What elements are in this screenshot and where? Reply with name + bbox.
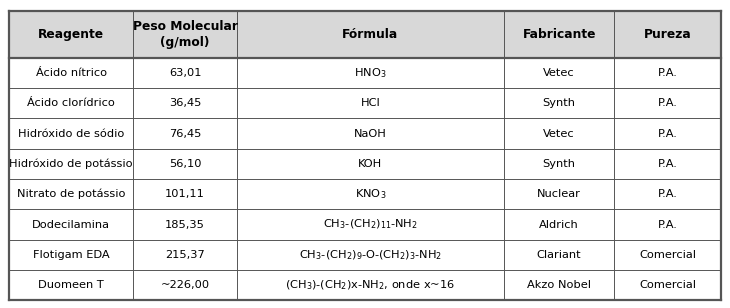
Text: Hidróxido de sódio: Hidróxido de sódio: [18, 128, 124, 139]
Text: HNO$_3$: HNO$_3$: [354, 66, 387, 80]
Text: Reagente: Reagente: [38, 28, 104, 41]
Text: Synth: Synth: [542, 159, 576, 169]
Bar: [9, 88, 721, 118]
Bar: [9, 179, 721, 209]
Text: Vetec: Vetec: [543, 68, 575, 78]
Text: KNO$_3$: KNO$_3$: [355, 187, 386, 201]
Text: Vetec: Vetec: [543, 128, 575, 139]
Text: P.A.: P.A.: [658, 98, 677, 108]
Text: 63,01: 63,01: [169, 68, 201, 78]
Text: CH$_3$-(CH$_2$)$_9$-O-(CH$_2$)$_3$-NH$_2$: CH$_3$-(CH$_2$)$_9$-O-(CH$_2$)$_3$-NH$_2…: [299, 248, 442, 261]
Text: Dodecilamina: Dodecilamina: [32, 220, 110, 229]
Text: Comercial: Comercial: [639, 250, 696, 260]
Text: Nuclear: Nuclear: [537, 189, 581, 199]
Text: Flotigam EDA: Flotigam EDA: [33, 250, 110, 260]
Text: P.A.: P.A.: [658, 220, 677, 229]
Text: 76,45: 76,45: [169, 128, 201, 139]
Bar: [9, 149, 721, 179]
Text: Akzo Nobel: Akzo Nobel: [527, 280, 591, 290]
Text: ~226,00: ~226,00: [161, 280, 210, 290]
Text: HCl: HCl: [361, 98, 380, 108]
Text: Fabricante: Fabricante: [523, 28, 596, 41]
Text: Comercial: Comercial: [639, 280, 696, 290]
Bar: [9, 240, 721, 270]
Bar: [9, 209, 721, 240]
Bar: [9, 11, 721, 58]
Text: P.A.: P.A.: [658, 189, 677, 199]
Text: Clariant: Clariant: [537, 250, 582, 260]
Bar: [9, 58, 721, 88]
Text: 56,10: 56,10: [169, 159, 201, 169]
Text: P.A.: P.A.: [658, 159, 677, 169]
Text: Ácido clorídrico: Ácido clorídrico: [27, 98, 115, 108]
Text: Duomeen T: Duomeen T: [38, 280, 104, 290]
Text: NaOH: NaOH: [354, 128, 387, 139]
Text: Synth: Synth: [542, 98, 576, 108]
Text: Peso Molecular
(g/mol): Peso Molecular (g/mol): [133, 20, 237, 49]
Text: Fórmula: Fórmula: [342, 28, 399, 41]
Text: (CH$_3$)-(CH$_2$)x-NH$_2$, onde x~16: (CH$_3$)-(CH$_2$)x-NH$_2$, onde x~16: [285, 278, 456, 292]
Text: 215,37: 215,37: [165, 250, 205, 260]
Text: P.A.: P.A.: [658, 128, 677, 139]
Text: Ácido nítrico: Ácido nítrico: [36, 68, 107, 78]
Text: Nitrato de potássio: Nitrato de potássio: [17, 189, 126, 200]
Text: Aldrich: Aldrich: [539, 220, 579, 229]
Text: 185,35: 185,35: [165, 220, 205, 229]
Text: Pureza: Pureza: [644, 28, 692, 41]
Text: CH$_3$-(CH$_2$)$_{11}$-NH$_2$: CH$_3$-(CH$_2$)$_{11}$-NH$_2$: [323, 218, 418, 231]
Text: 36,45: 36,45: [169, 98, 201, 108]
Text: Hidróxido de potássio: Hidróxido de potássio: [9, 159, 133, 169]
Bar: [9, 118, 721, 149]
Text: P.A.: P.A.: [658, 68, 677, 78]
Text: KOH: KOH: [358, 159, 383, 169]
Bar: [9, 270, 721, 300]
Text: 101,11: 101,11: [165, 189, 205, 199]
